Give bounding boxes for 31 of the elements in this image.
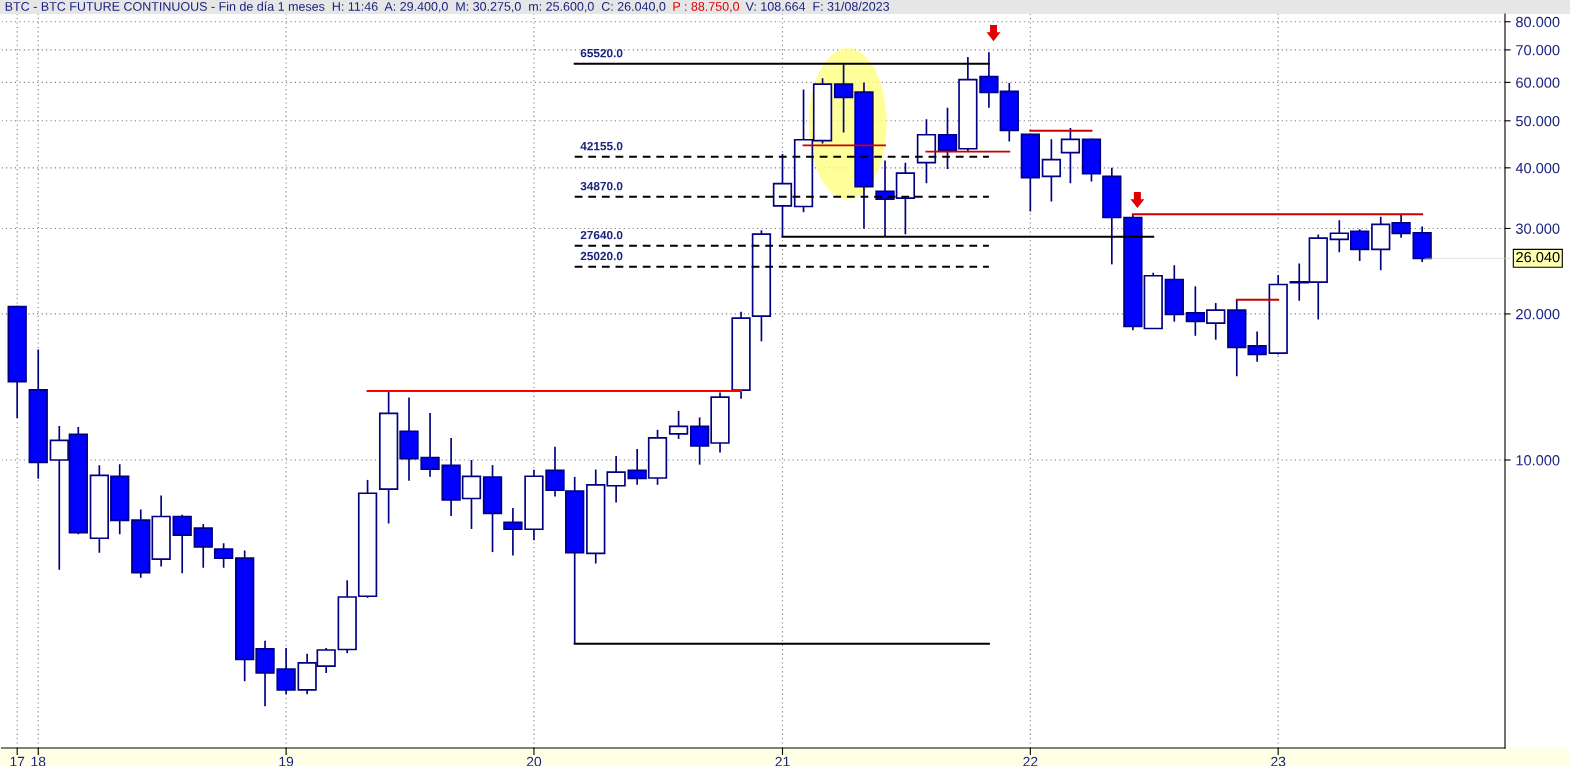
candlestick — [668, 410, 689, 440]
x-tick-label: 22 — [1023, 756, 1038, 766]
annotation: 34870.0 — [580, 181, 623, 191]
candlestick — [193, 523, 213, 569]
chart-subtitle: P : 88.750,0 — [673, 2, 740, 13]
annotation: 27640.0 — [580, 230, 623, 240]
x-tick-label: 17 — [10, 756, 25, 766]
annotation: 25020.0 — [580, 251, 623, 261]
text: V: 108.664 F: 31/08/2023 — [745, 1, 890, 11]
y-tick-label: 20.000 — [1516, 309, 1560, 320]
y-tick-label: 30.000 — [1515, 223, 1560, 234]
x-tick-label: 18 — [31, 756, 46, 766]
candlestick — [213, 542, 234, 569]
y-tick-label: 70.000 — [1516, 45, 1560, 56]
x-tick-label: 19 — [279, 756, 294, 766]
y-tick-label: 60.000 — [1516, 77, 1560, 88]
candlestick — [1060, 127, 1081, 184]
y-tick-label: 50.000 — [1516, 115, 1560, 127]
x-tick-label: 23 — [1271, 756, 1286, 766]
candlestick — [1041, 138, 1062, 203]
y-tick-label: 80.000 — [1516, 16, 1560, 28]
annotation: 26.040 — [1516, 251, 1560, 263]
y-tick-label: 40.000 — [1515, 162, 1560, 174]
y-tick-label: 10.000 — [1516, 455, 1560, 466]
candlestick — [772, 153, 793, 238]
annotation: 42155.0 — [580, 141, 623, 151]
candlestick — [172, 513, 192, 575]
chart-title: BTC - BTC FUTURE CONTINUOUS - Fin de día 1 meses H: 11:46 A: 29.400,0 M: 30.275,0 m: 25.600,0 C: 26.040,0 — [5, 1, 666, 13]
x-tick-label: 20 — [526, 756, 542, 766]
x-tick-label: 21 — [775, 756, 790, 766]
annotation: 65520.0 — [580, 48, 623, 58]
